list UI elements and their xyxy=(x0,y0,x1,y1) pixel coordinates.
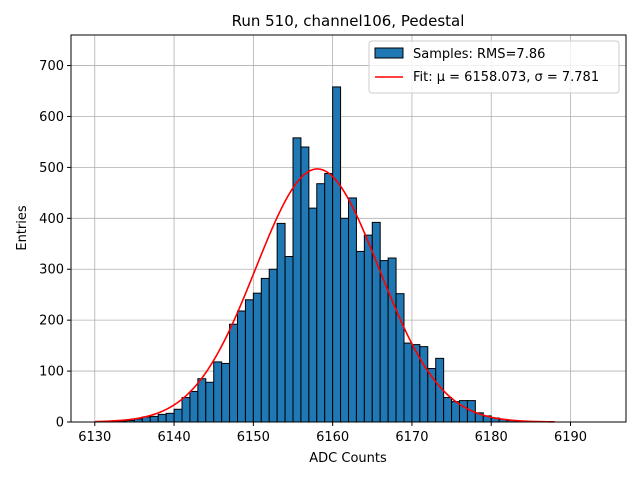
y-tick-label-300: 300 xyxy=(39,263,64,278)
histogram-bar-6142 xyxy=(189,390,199,423)
histogram-bar-6137 xyxy=(149,415,159,423)
histogram-bar-6150 xyxy=(252,292,262,423)
histogram-bar-6143 xyxy=(197,378,207,423)
histogram-bar-6154 xyxy=(284,256,294,423)
histogram-bar-6160 xyxy=(332,86,342,423)
histogram-bar-6149 xyxy=(244,299,254,423)
plot-frame xyxy=(70,34,627,423)
x-axis-ticks: 6130 6140 6150 6160 6170 6180 6190 xyxy=(78,422,587,445)
histogram-bar-6164 xyxy=(363,234,373,423)
histogram-bar-6157 xyxy=(308,207,318,423)
y-axis-ticks: 0 100 200 300 400 500 600 700 xyxy=(39,59,71,431)
legend-entry-samples: Samples: RMS=7.86 xyxy=(413,47,545,62)
histogram-bar-6138 xyxy=(157,413,167,423)
x-axis-label: ADC Counts xyxy=(309,451,387,466)
x-tick-label-6190: 6190 xyxy=(554,430,587,445)
x-tick-label-6140: 6140 xyxy=(158,430,191,445)
histogram-bar-6156 xyxy=(300,146,310,423)
histogram-bar-6151 xyxy=(260,277,270,423)
histogram-bar-6152 xyxy=(268,268,278,423)
histogram-bar-6161 xyxy=(340,217,350,423)
fit-curve xyxy=(94,168,555,423)
x-tick-label-6150: 6150 xyxy=(237,430,270,445)
histogram-bar-6155 xyxy=(292,137,302,423)
histogram-bar-6158 xyxy=(316,183,326,423)
y-axis-label: Entries xyxy=(15,205,30,251)
x-tick-label-6180: 6180 xyxy=(475,430,508,445)
histogram-bar-6148 xyxy=(237,310,246,423)
histogram-bar-6140 xyxy=(173,408,183,423)
histogram-bar-6176 xyxy=(459,400,468,423)
histogram-bar-6144 xyxy=(205,381,215,423)
histogram-bar-6146 xyxy=(221,362,231,423)
chart-title: Run 510, channel106, Pedestal xyxy=(232,12,465,30)
legend-entry-fit: Fit: μ = 6158.073, σ = 7.781 xyxy=(413,70,599,85)
histogram-bar-6174 xyxy=(443,397,453,423)
y-tick-label-0: 0 xyxy=(56,416,64,431)
histogram-bar-6141 xyxy=(181,397,191,423)
x-tick-label-6130: 6130 xyxy=(78,430,111,445)
histogram-bar-6175 xyxy=(451,401,461,423)
histogram-bar-6139 xyxy=(165,412,175,423)
y-tick-label-600: 600 xyxy=(39,110,64,125)
y-tick-label-200: 200 xyxy=(39,314,64,329)
histogram-bar-6162 xyxy=(348,197,357,423)
x-tick-label-6170: 6170 xyxy=(395,430,428,445)
y-tick-label-500: 500 xyxy=(39,161,64,176)
histogram-bar-6166 xyxy=(379,260,389,423)
histogram-bar-6171 xyxy=(419,346,429,423)
histogram-bar-6169 xyxy=(403,342,413,423)
y-tick-label-100: 100 xyxy=(39,365,64,380)
legend-box xyxy=(368,40,620,94)
histogram-bar-6147 xyxy=(229,323,238,423)
legend-swatch-samples xyxy=(374,47,404,59)
y-tick-label-400: 400 xyxy=(39,212,64,227)
histogram-bar-6167 xyxy=(387,257,397,423)
histogram-bar-6159 xyxy=(324,173,334,423)
fit-curve-group xyxy=(94,168,555,423)
histogram-bar-6145 xyxy=(213,361,223,423)
histogram-bar-6163 xyxy=(355,250,365,423)
histogram-bar-6153 xyxy=(276,222,286,423)
legend: Samples: RMS=7.86 Fit: μ = 6158.073, σ =… xyxy=(368,40,620,94)
histogram-bar-6165 xyxy=(371,221,381,423)
y-tick-label-700: 700 xyxy=(39,59,64,74)
x-tick-label-6160: 6160 xyxy=(316,430,349,445)
